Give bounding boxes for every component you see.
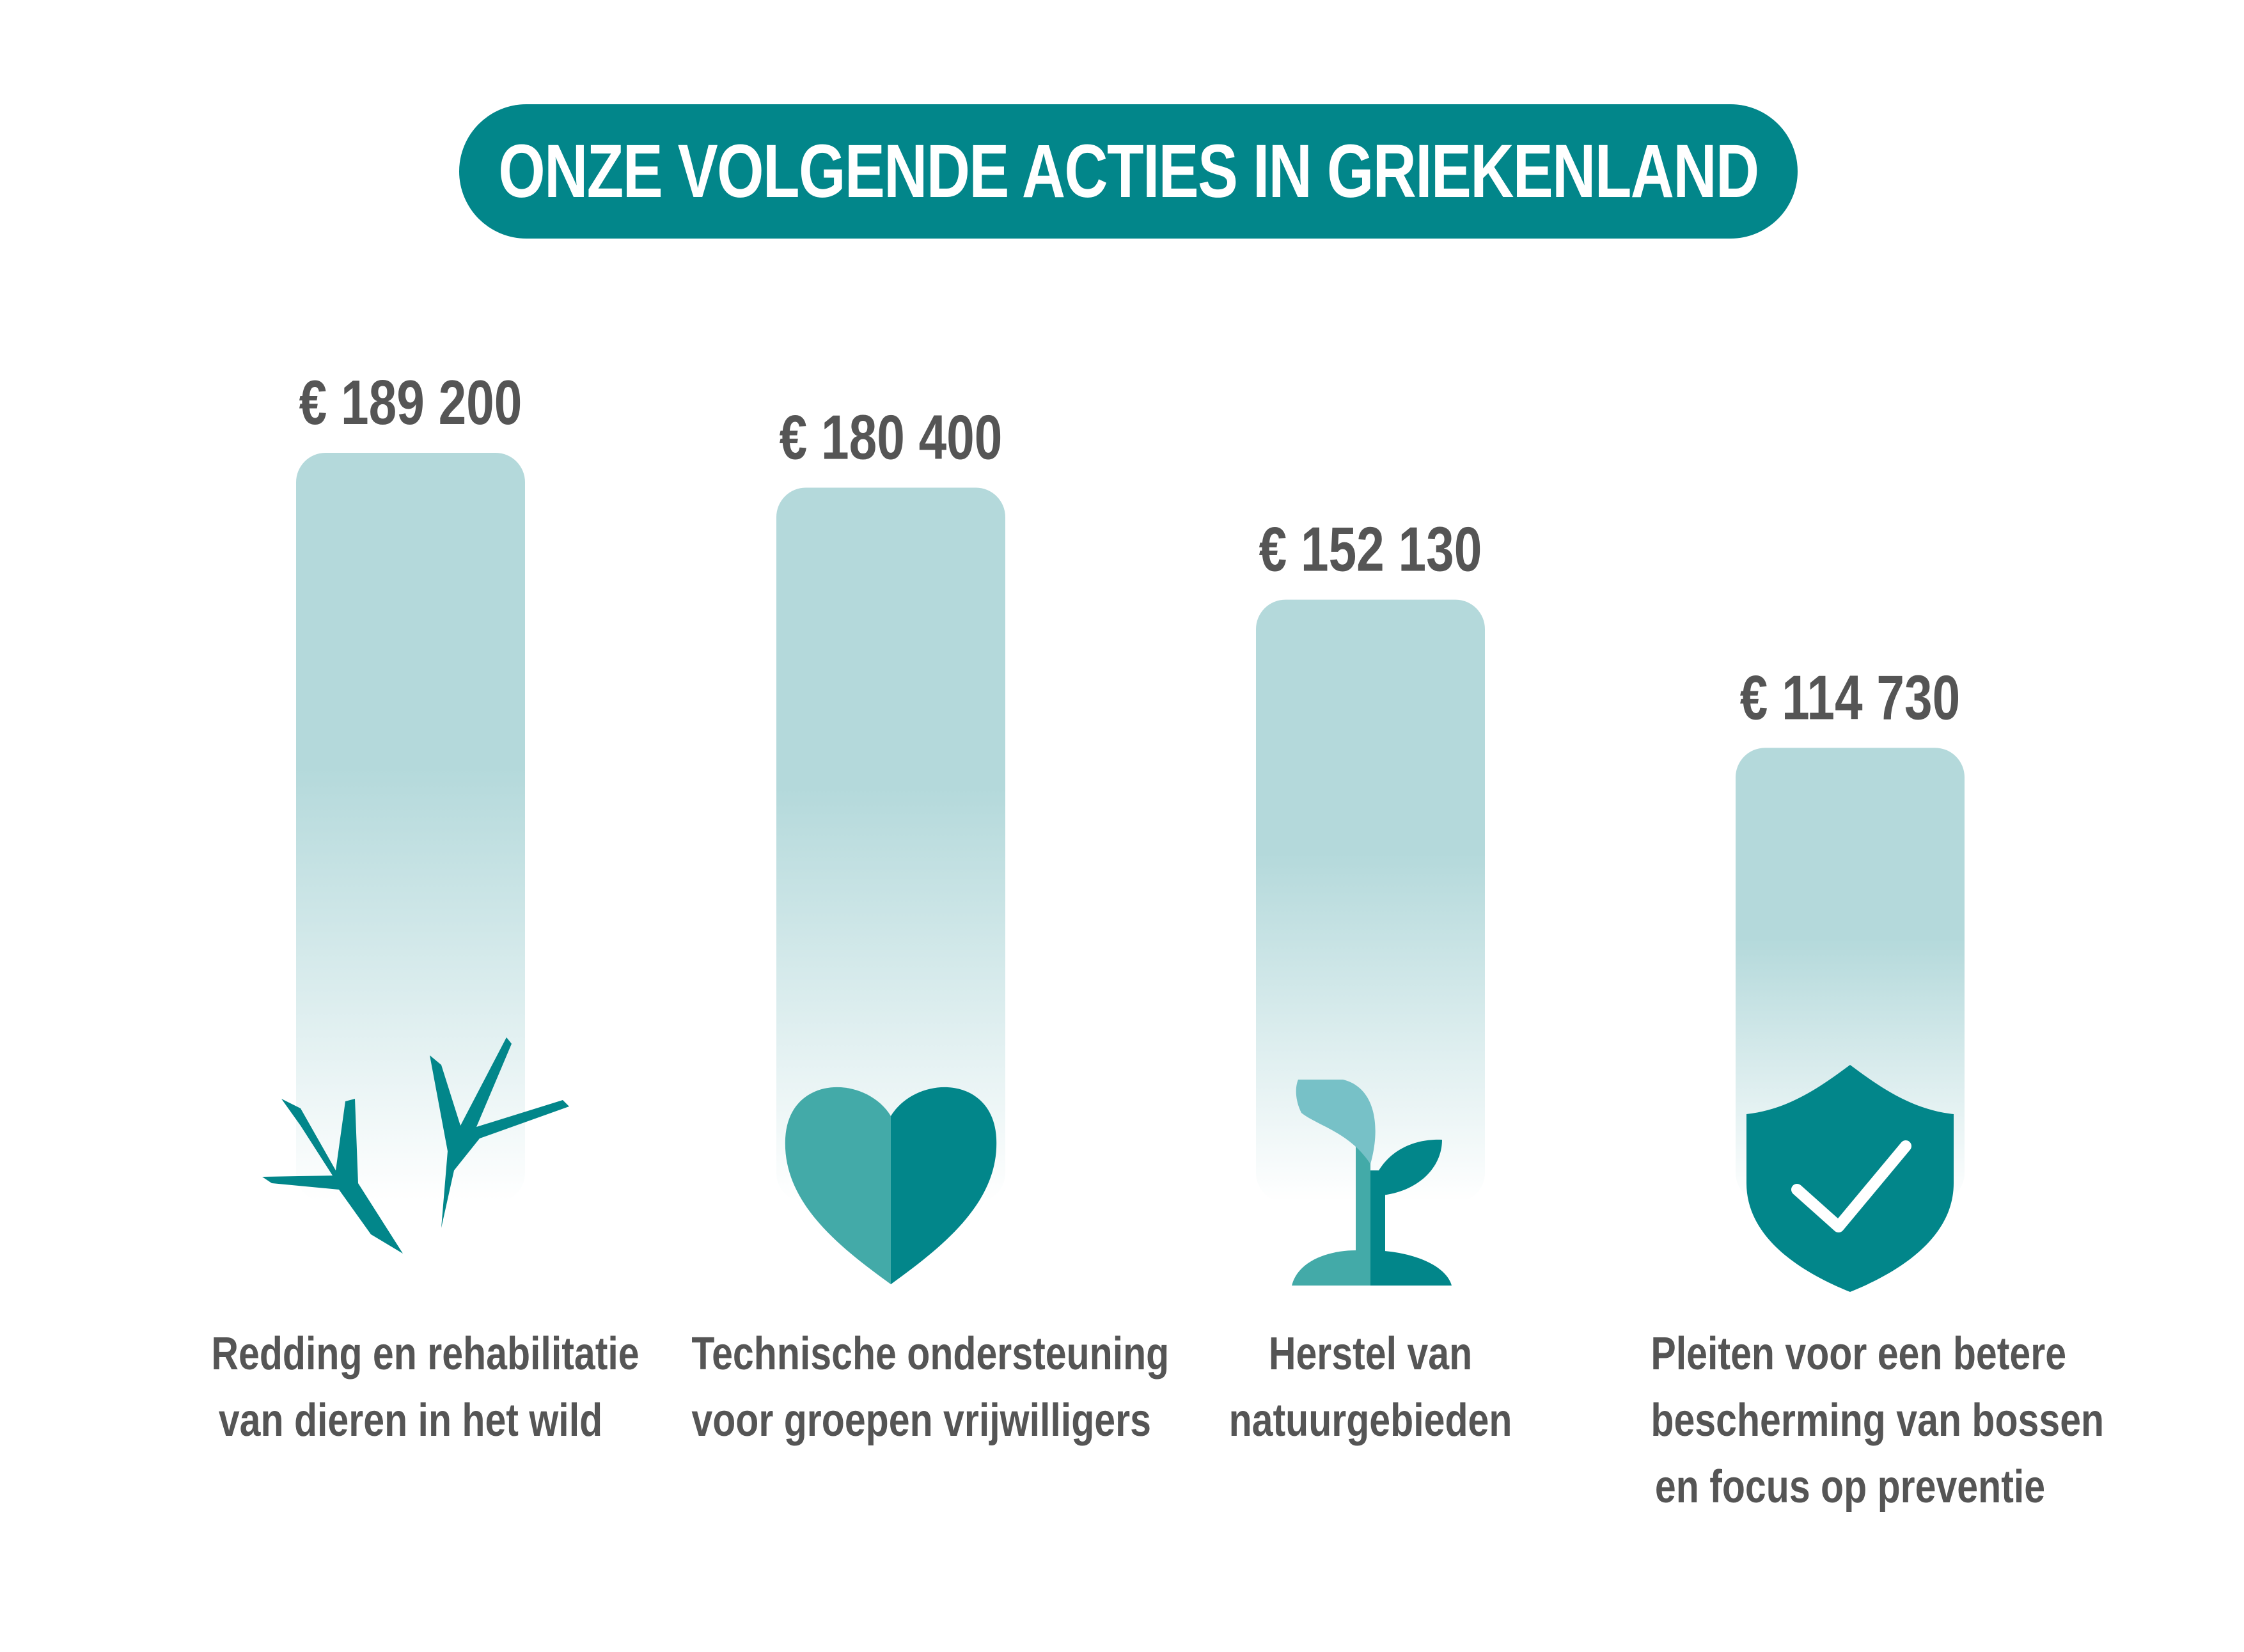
category-label-line: natuurgebieden [1228, 1395, 1512, 1446]
title-banner: ONZE VOLGENDE ACTIES IN GRIEKENLAND [459, 104, 1798, 239]
bar [1256, 599, 1485, 1202]
category-label-line: Pleiten voor een betere [1651, 1328, 2067, 1380]
value-label: € 180 400 [780, 402, 1003, 472]
heart-icon [785, 1087, 997, 1284]
value-label: € 189 200 [299, 368, 522, 437]
category-label-line: Technische ondersteuning [691, 1328, 1170, 1380]
sprout-icon [1292, 1080, 1452, 1286]
category-label: Redding en rehabilitatie van dieren in he… [168, 1321, 654, 1454]
value-label: € 114 730 [1740, 663, 1960, 732]
bar [776, 487, 1005, 1202]
category-label-line: van dieren in het wild [218, 1395, 603, 1446]
value-label: € 152 130 [1259, 514, 1482, 584]
category-label: Pleiten voor een betere bescherming van b… [1607, 1321, 2105, 1520]
bird-footprints-icon [262, 1037, 569, 1254]
page-title: ONZE VOLGENDE ACTIES IN GRIEKENLAND [498, 129, 1759, 214]
category-label-line: bescherming van bossen [1651, 1395, 2105, 1446]
shield-check-icon [1746, 1065, 1954, 1292]
category-label-line: Herstel van [1268, 1328, 1473, 1380]
category-label-line: voor groepen vrijwilligers [691, 1395, 1151, 1446]
category-label: Technische ondersteuning voor groepen vri… [648, 1321, 1170, 1454]
category-label-line: en focus op preventie [1654, 1461, 2046, 1513]
category-label: Herstel van natuurgebieden [1127, 1321, 1613, 1454]
bar [1736, 748, 1965, 1202]
category-label-line: Redding en rehabilitatie [211, 1328, 639, 1380]
bar [296, 453, 525, 1202]
